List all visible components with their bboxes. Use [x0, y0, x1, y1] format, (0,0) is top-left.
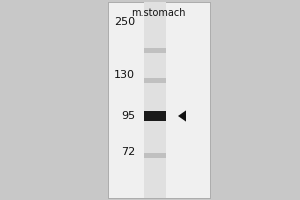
- Bar: [144, 153, 166, 158]
- Bar: [144, 48, 166, 53]
- Bar: [144, 111, 166, 121]
- Text: m.stomach: m.stomach: [131, 8, 185, 18]
- Text: 72: 72: [121, 147, 135, 157]
- Bar: [144, 78, 166, 83]
- Text: 95: 95: [121, 111, 135, 121]
- Text: 250: 250: [114, 17, 135, 27]
- Bar: [108, 2, 210, 198]
- Polygon shape: [178, 110, 186, 122]
- Text: 130: 130: [114, 70, 135, 80]
- Bar: [144, 2, 166, 198]
